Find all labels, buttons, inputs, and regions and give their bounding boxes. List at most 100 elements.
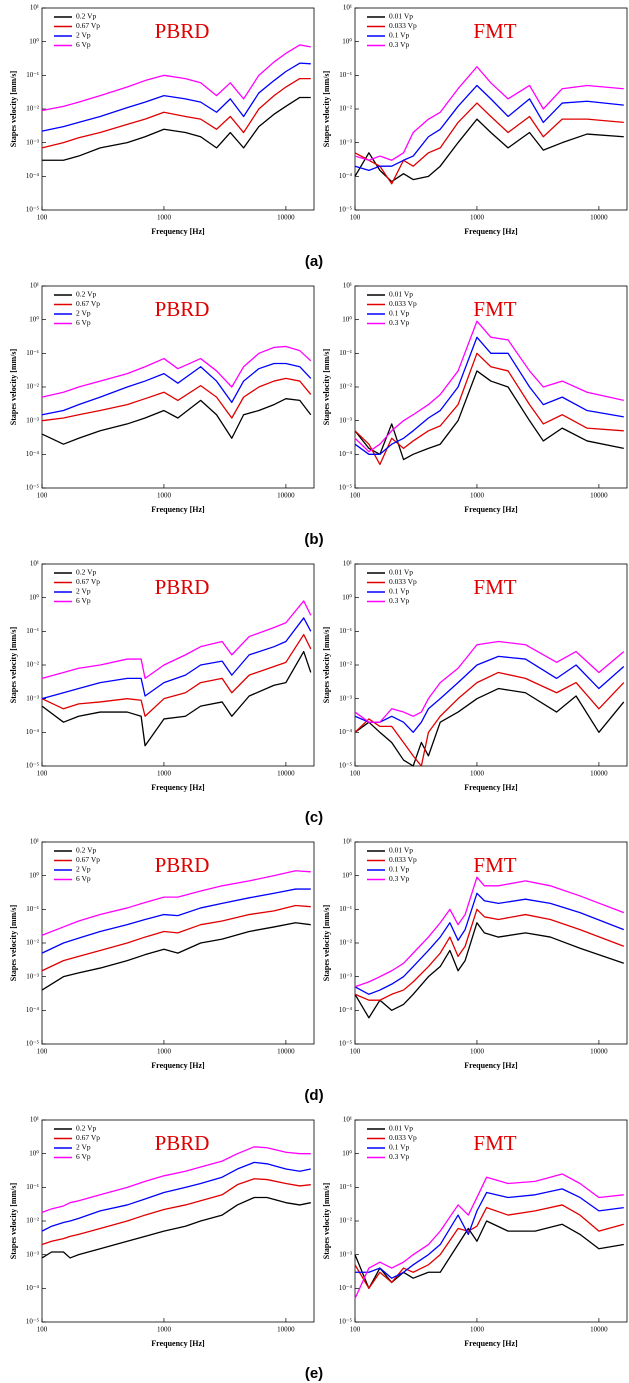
y-axis-label: Stapes velocity [mm/s] xyxy=(9,626,18,703)
y-tick-label: 10¹ xyxy=(30,1116,39,1124)
chart-title: PBRD xyxy=(155,1131,210,1155)
x-tick-label: 1000 xyxy=(470,214,485,222)
x-tick-label: 10000 xyxy=(590,214,608,222)
legend-label: 0.033 Vp xyxy=(389,577,417,586)
legend-label: 6 Vp xyxy=(76,1152,91,1161)
series-line xyxy=(41,62,311,132)
x-axis-label: Frequency [Hz] xyxy=(464,1061,518,1070)
y-axis-label: Stapes velocity [mm/s] xyxy=(9,70,18,147)
x-tick-label: 1000 xyxy=(157,1048,172,1056)
y-tick-label: 10⁻² xyxy=(26,1217,39,1225)
series-line xyxy=(42,96,311,161)
y-tick-label: 10¹ xyxy=(343,560,352,568)
series-line xyxy=(41,1178,311,1246)
x-tick-label: 100 xyxy=(37,770,48,778)
y-tick-label: 10⁻⁴ xyxy=(26,1284,40,1292)
series-line xyxy=(354,336,624,455)
series-line xyxy=(354,892,625,995)
legend-label: 0.033 Vp xyxy=(389,1133,417,1142)
panel-label: (d) xyxy=(304,1087,323,1104)
x-tick-label: 10000 xyxy=(277,492,295,500)
legend-label: 0.033 Vp xyxy=(389,299,417,308)
y-tick-label: 10⁰ xyxy=(342,1149,352,1157)
x-tick-label: 10000 xyxy=(277,1048,295,1056)
y-tick-label: 10¹ xyxy=(343,282,352,290)
chart-title: PBRD xyxy=(155,19,210,43)
series-line xyxy=(41,1161,311,1232)
chart-title: FMT xyxy=(473,19,516,43)
legend-label: 0.033 Vp xyxy=(389,21,417,30)
y-tick-label: 10⁻¹ xyxy=(339,627,352,635)
y-tick-label: 10⁻¹ xyxy=(26,905,39,913)
y-tick-label: 10⁻⁴ xyxy=(339,172,353,180)
series-line xyxy=(354,370,624,461)
x-tick-label: 100 xyxy=(37,214,48,222)
legend-label: 0.01 Vp xyxy=(389,290,413,299)
x-tick-label: 100 xyxy=(350,1326,361,1334)
y-tick-label: 10⁻² xyxy=(26,939,39,947)
x-tick-label: 10000 xyxy=(590,1048,608,1056)
x-axis-label: Frequency [Hz] xyxy=(464,227,518,236)
y-tick-label: 10⁻² xyxy=(26,661,39,669)
y-tick-label: 10⁰ xyxy=(29,871,39,879)
y-tick-label: 10⁻² xyxy=(339,1217,352,1225)
legend-label: 2 Vp xyxy=(76,31,91,40)
y-tick-label: 10⁻³ xyxy=(26,694,39,702)
y-tick-label: 10⁻³ xyxy=(339,138,352,146)
series-line xyxy=(354,320,624,453)
series-line xyxy=(41,633,312,717)
y-tick-label: 10⁻² xyxy=(339,105,352,113)
legend-label: 0.01 Vp xyxy=(389,12,413,21)
legend-label: 0.3 Vp xyxy=(389,596,410,605)
y-tick-label: 10¹ xyxy=(343,4,352,12)
series-line xyxy=(354,66,624,161)
y-tick-label: 10⁻⁴ xyxy=(339,1284,353,1292)
x-axis-label: Frequency [Hz] xyxy=(151,1339,205,1348)
y-tick-label: 10⁻⁵ xyxy=(26,206,40,214)
y-axis-label: Stapes velocity [mm/s] xyxy=(322,904,331,981)
legend-label: 0.01 Vp xyxy=(389,1124,413,1133)
y-tick-label: 10⁻³ xyxy=(339,1250,352,1258)
x-tick-label: 1000 xyxy=(470,1326,485,1334)
y-tick-label: 10¹ xyxy=(30,838,39,846)
y-tick-label: 10⁰ xyxy=(29,37,39,45)
y-tick-label: 10⁻² xyxy=(26,105,39,113)
y-tick-label: 10⁻¹ xyxy=(339,905,352,913)
y-tick-label: 10⁰ xyxy=(29,1149,39,1157)
y-tick-label: 10⁻⁵ xyxy=(26,762,40,770)
y-tick-label: 10¹ xyxy=(343,838,352,846)
panel-label: (a) xyxy=(305,253,323,270)
y-tick-label: 10¹ xyxy=(30,282,39,290)
x-tick-label: 10000 xyxy=(277,1326,295,1334)
y-tick-label: 10⁻⁴ xyxy=(339,450,353,458)
y-tick-label: 10⁻³ xyxy=(339,416,352,424)
x-axis-label: Frequency [Hz] xyxy=(464,1339,518,1348)
y-tick-label: 10⁻³ xyxy=(26,416,39,424)
y-tick-label: 10⁻⁴ xyxy=(26,1006,40,1014)
y-tick-label: 10⁰ xyxy=(342,593,352,601)
series-line xyxy=(41,600,312,680)
y-tick-label: 10⁻³ xyxy=(26,972,39,980)
chart-title: FMT xyxy=(473,853,516,877)
y-tick-label: 10⁰ xyxy=(29,593,39,601)
series-line xyxy=(41,1146,311,1214)
legend-label: 0.67 Vp xyxy=(76,1133,100,1142)
legend-label: 2 Vp xyxy=(76,309,91,318)
x-tick-label: 1000 xyxy=(470,1048,485,1056)
legend-label: 0.3 Vp xyxy=(389,318,410,327)
y-tick-label: 10¹ xyxy=(30,4,39,12)
series-line xyxy=(41,377,312,422)
y-tick-label: 10⁻⁴ xyxy=(26,450,40,458)
x-tick-label: 100 xyxy=(37,1048,48,1056)
series-line xyxy=(354,908,625,1001)
y-tick-label: 10⁻⁴ xyxy=(339,1006,353,1014)
y-tick-label: 10⁻¹ xyxy=(339,349,352,357)
panel-label: (b) xyxy=(304,531,323,548)
y-tick-label: 10⁰ xyxy=(342,871,352,879)
